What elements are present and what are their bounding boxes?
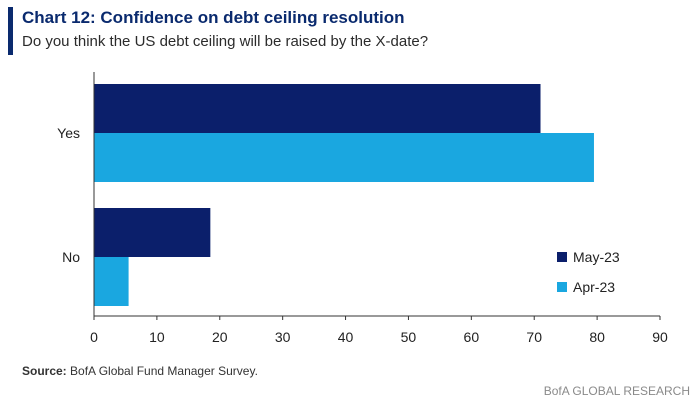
- x-tick-label: 50: [401, 329, 417, 345]
- chart-subtitle: Do you think the US debt ceiling will be…: [22, 33, 429, 50]
- bar-no-may-23: [94, 208, 211, 257]
- x-tick-label: 90: [652, 329, 668, 345]
- chart-title: Chart 12: Confidence on debt ceiling res…: [22, 8, 405, 27]
- bar-no-apr-23: [94, 257, 129, 306]
- bar-yes-may-23: [94, 84, 541, 133]
- x-tick-label: 70: [526, 329, 542, 345]
- x-tick-label: 40: [338, 329, 354, 345]
- category-label-yes: Yes: [57, 125, 80, 141]
- x-tick-label: 30: [275, 329, 291, 345]
- x-tick-label: 60: [464, 329, 480, 345]
- legend-swatch-apr-23: [557, 282, 567, 292]
- legend-label-may-23: May-23: [573, 249, 620, 265]
- x-tick-label: 10: [149, 329, 165, 345]
- source-label: Source:: [22, 364, 67, 378]
- source-note: Source: BofA Global Fund Manager Survey.: [22, 364, 258, 378]
- category-label-no: No: [62, 249, 80, 265]
- legend-label-apr-23: Apr-23: [573, 279, 615, 295]
- brand-label: BofA GLOBAL RESEARCH: [543, 384, 690, 398]
- title-accent-bar: [8, 7, 13, 55]
- bar-yes-apr-23: [94, 133, 594, 182]
- source-text: BofA Global Fund Manager Survey.: [66, 364, 258, 378]
- x-tick-label: 20: [212, 329, 228, 345]
- x-tick-label: 0: [90, 329, 98, 345]
- x-tick-label: 80: [589, 329, 605, 345]
- legend-swatch-may-23: [557, 252, 567, 262]
